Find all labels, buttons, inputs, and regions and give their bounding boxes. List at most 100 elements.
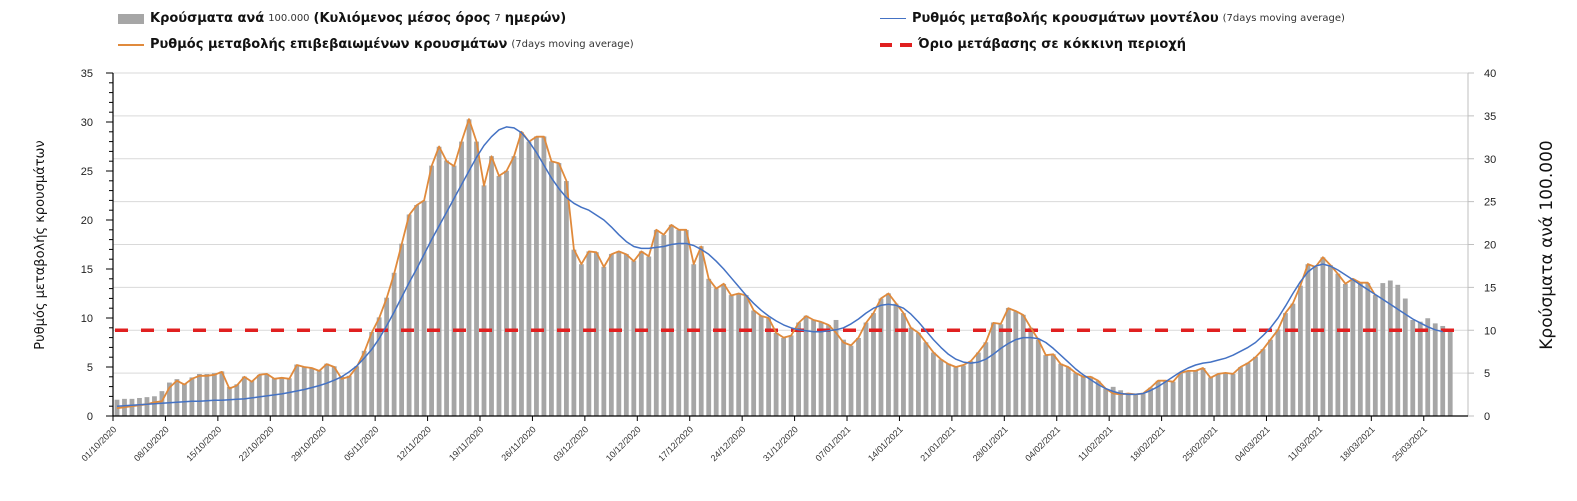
bar <box>1298 285 1303 416</box>
bar <box>975 352 981 416</box>
bar <box>856 337 861 416</box>
bar <box>796 322 801 416</box>
bar <box>818 321 824 416</box>
bar <box>286 378 292 416</box>
bar <box>878 298 884 416</box>
bar <box>1073 373 1079 416</box>
bar <box>631 260 637 416</box>
bar <box>1387 280 1393 416</box>
bar <box>421 200 427 416</box>
x-tick-label: 28/01/2021 <box>971 424 1010 463</box>
bar <box>1170 381 1176 416</box>
line-series <box>116 118 1443 410</box>
x-tick-label: 19/11/2020 <box>447 424 485 462</box>
bar <box>346 375 352 416</box>
bar <box>1163 380 1168 416</box>
bar <box>1185 370 1191 416</box>
bar <box>1447 328 1453 416</box>
bar <box>945 363 951 416</box>
bar <box>1365 283 1371 416</box>
bar <box>459 141 464 416</box>
bar <box>766 318 772 416</box>
bar <box>653 229 659 416</box>
bar <box>1305 264 1311 416</box>
bar <box>1290 303 1296 416</box>
bar <box>1372 295 1378 416</box>
y-left-tick-label: 30 <box>81 117 93 129</box>
bar <box>736 293 742 416</box>
bar <box>234 384 240 416</box>
x-tick-label: 10/12/2020 <box>604 424 643 463</box>
y-left-tick-label: 10 <box>81 313 93 325</box>
bar <box>1118 390 1124 416</box>
legend-swatch-bars <box>118 13 144 24</box>
bar <box>354 366 360 416</box>
bar <box>1223 373 1228 416</box>
legend-item-threshold: Όριο μετάβασης σε κόκκινη περιοχή <box>880 37 1186 52</box>
bar <box>429 165 434 416</box>
bar <box>1208 377 1213 416</box>
legend-label-bars-cont: (Κυλιόμενος μέσος όρος <box>313 11 491 26</box>
bar <box>571 249 577 416</box>
bar <box>1410 319 1416 416</box>
bar <box>496 175 502 416</box>
bar <box>578 264 584 416</box>
legend-item-bars: Κρούσματα ανά 100.000 (Κυλιόμενος μέσος … <box>118 11 566 26</box>
bar <box>743 295 749 416</box>
y-left-tick-label: 35 <box>81 68 93 80</box>
y-left-tick-label: 25 <box>81 166 93 178</box>
y-left-tick-label: 20 <box>81 215 93 227</box>
bar <box>706 278 712 416</box>
bar <box>1028 327 1034 416</box>
y-right-tick-label: 20 <box>1484 240 1496 252</box>
bar <box>811 319 816 416</box>
bar <box>152 396 157 416</box>
bar <box>279 377 285 416</box>
bar <box>676 229 682 416</box>
line-model-cases-rate <box>116 126 1443 407</box>
bar <box>1103 388 1109 416</box>
bar <box>968 361 974 416</box>
legend-swatch-threshold <box>880 42 912 47</box>
x-tick-label: 31/12/2020 <box>761 424 800 463</box>
bar <box>608 253 614 416</box>
bar <box>384 297 390 416</box>
bar <box>1268 339 1273 416</box>
bar <box>586 251 592 416</box>
bar <box>1193 370 1198 416</box>
bar <box>1020 314 1026 416</box>
bar <box>541 136 547 416</box>
bar <box>803 315 809 416</box>
bar <box>196 373 202 416</box>
bar <box>1402 298 1408 416</box>
legend-label-bars: Κρούσματα ανά <box>150 11 265 26</box>
bar <box>564 181 569 416</box>
y-left-tick-label: 5 <box>87 362 93 374</box>
y-left-tick-label: 0 <box>87 411 93 423</box>
bar <box>1440 325 1446 416</box>
legend-label-model-small: (7days moving average) <box>1222 13 1345 24</box>
bar <box>593 252 599 416</box>
bar <box>1357 283 1363 416</box>
bar <box>256 374 262 416</box>
legend-label-confirmed-small: (7days moving average) <box>511 39 634 50</box>
bar <box>1275 329 1281 416</box>
bar <box>271 378 277 416</box>
bar <box>863 322 869 416</box>
bar <box>841 339 846 416</box>
bar <box>264 373 270 416</box>
bar <box>504 170 509 416</box>
bar <box>129 398 135 416</box>
x-tick-label: 11/03/2021 <box>1286 424 1324 462</box>
bar <box>960 365 966 416</box>
bar <box>406 214 412 416</box>
legend-swatch-confirmed <box>118 43 144 46</box>
bar <box>983 342 989 416</box>
x-tick-label: 01/10/2020 <box>79 424 118 463</box>
bar <box>414 205 419 416</box>
x-tick-label: 08/10/2020 <box>132 424 171 463</box>
bar <box>391 272 397 416</box>
bar <box>713 288 719 416</box>
x-tick-label: 25/03/2021 <box>1390 424 1429 463</box>
bar <box>751 310 757 416</box>
